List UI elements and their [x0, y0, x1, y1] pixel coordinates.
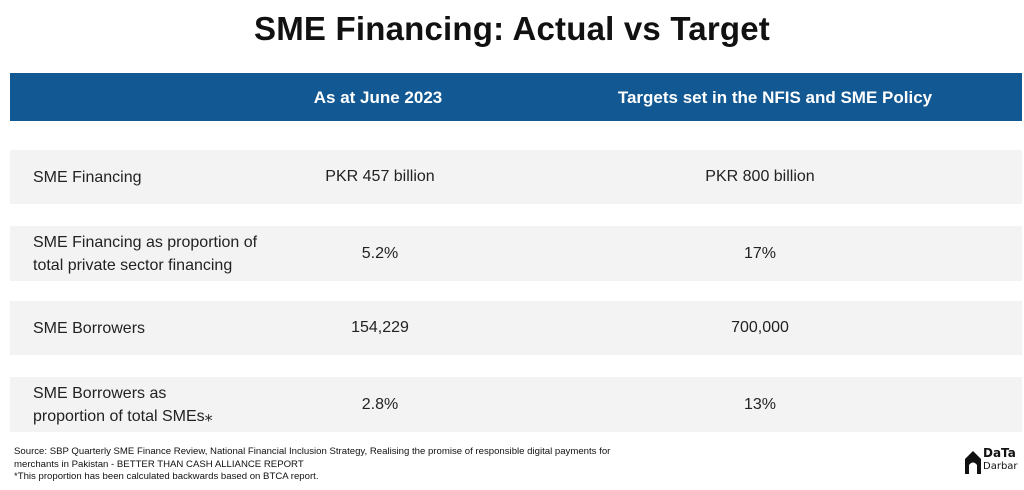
row-label-line: SME Financing as proportion of — [33, 233, 258, 251]
table-row: SME Financing PKR 457 billion PKR 800 bi… — [10, 150, 1022, 204]
actual-value: 2.8% — [361, 395, 399, 413]
target-value: 700,000 — [731, 319, 789, 336]
row-label: SME Financing as proportion of total pri… — [33, 226, 257, 281]
table-header: As at June 2023 Targets set in the NFIS … — [10, 73, 1022, 121]
page-title: SME Financing: Actual vs Target — [254, 10, 770, 47]
target-value: 13% — [743, 395, 777, 413]
logo-word-darbar: Darbar — [983, 461, 1018, 472]
header-as-at-june-2023: As at June 2023 — [313, 88, 443, 107]
source-line: merchants in Pakistan - BETTER THAN CASH… — [14, 458, 304, 470]
row-label-line: proportion of total SMEs⁎ — [33, 407, 213, 425]
target-value: PKR 800 billion — [705, 168, 815, 185]
source-footnote: Source: SBP Quarterly SME Finance Review… — [14, 446, 714, 484]
row-label: SME Borrowers — [33, 319, 146, 337]
data-darbar-logo: DaTa Darbar — [963, 446, 1021, 476]
actual-value: 154,229 — [351, 319, 409, 336]
target-value: 17% — [743, 244, 777, 262]
actual-value: PKR 457 billion — [325, 168, 435, 185]
actual-value: 5.2% — [361, 244, 399, 262]
source-line: Source: SBP Quarterly SME Finance Review… — [14, 446, 611, 457]
header-targets: Targets set in the NFIS and SME Policy — [617, 88, 933, 107]
row-label: SME Borrowers as proportion of total SME… — [33, 377, 213, 432]
logo-word-data: DaTa — [983, 446, 1016, 460]
table-row: SME Borrowers 154,229 700,000 — [10, 301, 1022, 355]
row-label-line: SME Borrowers as — [33, 384, 167, 402]
row-label-line: total private sector financing — [33, 256, 233, 274]
house-icon — [965, 451, 981, 474]
table-row: SME Borrowers as proportion of total SME… — [10, 377, 1022, 432]
row-label: SME Financing — [33, 168, 142, 186]
footnote: *This proportion has been calculated bac… — [14, 471, 319, 482]
table-row: SME Financing as proportion of total pri… — [10, 226, 1022, 281]
